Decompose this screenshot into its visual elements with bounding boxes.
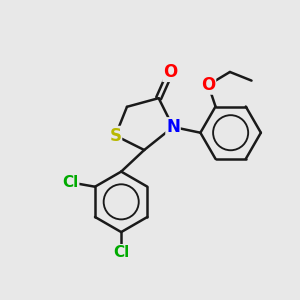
- Text: O: O: [201, 76, 215, 94]
- Text: N: N: [166, 118, 180, 136]
- Text: O: O: [163, 63, 177, 81]
- Text: S: S: [110, 127, 122, 145]
- Text: Cl: Cl: [62, 175, 79, 190]
- Text: Cl: Cl: [113, 245, 129, 260]
